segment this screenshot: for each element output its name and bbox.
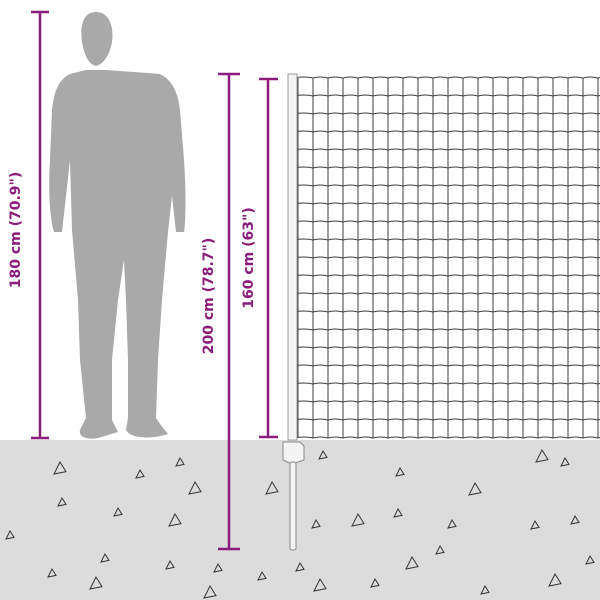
ground-triangle	[395, 466, 405, 477]
ground-triangle	[585, 554, 595, 565]
mesh-horizontal-wire	[291, 274, 600, 277]
mesh-horizontal-wire	[291, 166, 600, 169]
ground-triangle	[311, 518, 321, 529]
post-step	[282, 441, 305, 465]
person-height-label: 180 cm (70.9")	[8, 172, 24, 289]
post-spike	[289, 461, 297, 551]
ground	[0, 440, 600, 600]
ground-triangle	[257, 570, 267, 581]
mesh-horizontal-wire	[291, 184, 600, 187]
ground-triangle	[265, 480, 279, 495]
mesh-horizontal-wire	[291, 436, 600, 439]
ground-triangle	[351, 512, 365, 527]
mesh-horizontal-wire	[291, 130, 600, 133]
ground-triangle	[560, 456, 570, 467]
ground-triangle	[89, 575, 103, 590]
ground-triangle	[188, 480, 202, 495]
ground-triangle	[57, 496, 67, 507]
ground-triangle	[468, 481, 482, 496]
ground-triangle	[47, 567, 57, 578]
mesh-horizontal-wire	[291, 310, 600, 313]
ground-triangle	[168, 512, 182, 527]
ground-triangle	[435, 544, 445, 555]
ground-triangle	[295, 561, 305, 572]
ground-triangle	[313, 577, 327, 592]
ground-texture	[5, 448, 595, 599]
mesh-horizontal-wire	[291, 346, 600, 349]
mesh-horizontal-wire	[291, 112, 600, 115]
ground-triangle	[535, 448, 549, 463]
mesh-horizontal-wire	[291, 382, 600, 385]
ground-triangle	[175, 456, 185, 467]
mesh-horizontal-wire	[291, 220, 600, 223]
net-height-label: 160 cm (63")	[241, 207, 257, 308]
ground-triangle	[53, 460, 67, 475]
mesh-horizontal-wire	[291, 292, 600, 295]
fence-post	[287, 73, 298, 441]
mesh-horizontal-wire	[291, 94, 600, 97]
mesh-horizontal-wire	[291, 256, 600, 259]
ground-triangle	[447, 518, 457, 529]
post-height-label: 200 cm (78.7")	[201, 238, 217, 355]
ground-triangle	[113, 506, 123, 517]
mesh-horizontal-wire	[291, 364, 600, 367]
ground-triangle	[530, 519, 540, 530]
dimension-net	[259, 77, 278, 439]
ground-triangle	[100, 552, 110, 563]
dimension-person	[31, 10, 49, 440]
mesh-horizontal-wire	[291, 400, 600, 403]
ground-triangle	[480, 584, 490, 595]
mesh-horizontal-wire	[291, 238, 600, 241]
ground-triangle	[203, 584, 217, 599]
ground-triangle	[213, 562, 223, 573]
ground-triangle	[393, 507, 403, 518]
ground-triangle	[405, 555, 419, 570]
ground-triangle	[165, 559, 175, 570]
dimension-post	[218, 72, 240, 551]
mesh-horizontal-wire	[291, 148, 600, 151]
mesh-horizontal-wire	[291, 328, 600, 331]
mesh-horizontal-wire	[291, 418, 600, 421]
mesh-horizontal-wire	[291, 76, 600, 79]
person-silhouette	[49, 12, 186, 439]
ground-triangle	[5, 529, 15, 540]
fence-mesh	[291, 76, 600, 439]
ground-triangle	[370, 577, 380, 588]
ground-triangle	[318, 449, 328, 460]
ground-triangle	[570, 514, 580, 525]
mesh-horizontal-wire	[291, 202, 600, 205]
ground-triangle	[135, 468, 145, 479]
ground-triangle	[548, 572, 562, 587]
